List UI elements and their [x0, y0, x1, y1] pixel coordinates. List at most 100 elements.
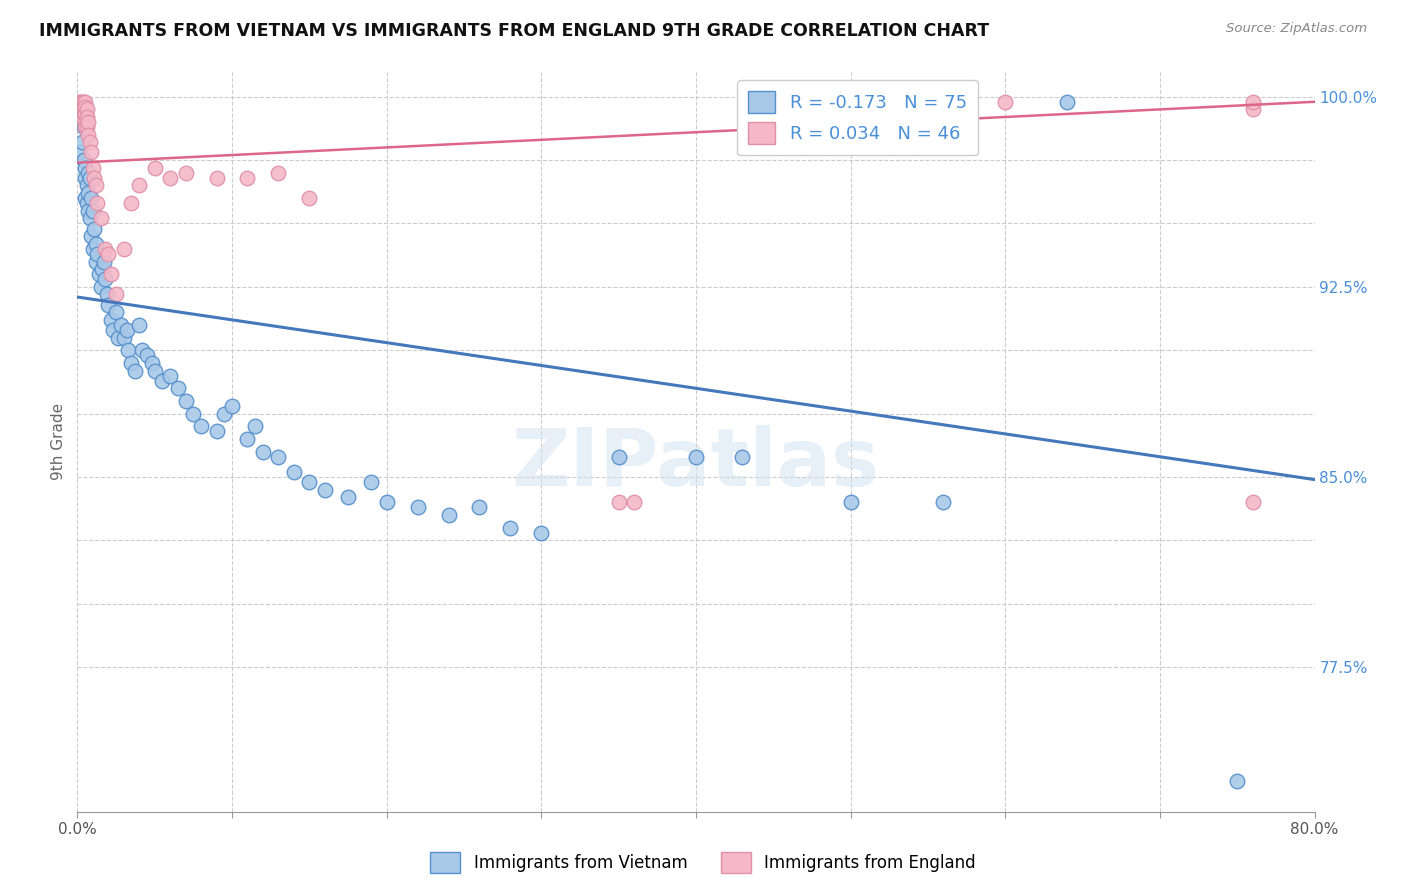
Point	[607, 495, 630, 509]
Point	[87, 267, 110, 281]
Point	[77, 128, 100, 142]
Point	[128, 318, 150, 332]
Point	[128, 178, 150, 193]
Point	[80, 191, 103, 205]
Point	[72, 120, 94, 135]
Legend: R = -0.173   N = 75, R = 0.034   N = 46: R = -0.173 N = 75, R = 0.034 N = 46	[737, 80, 977, 155]
Point	[236, 432, 259, 446]
Point	[607, 450, 630, 464]
Point	[236, 170, 259, 185]
Point	[82, 161, 104, 175]
Point	[143, 161, 166, 175]
Point	[70, 95, 93, 109]
Point	[100, 267, 122, 281]
Point	[75, 107, 96, 121]
Point	[84, 254, 107, 268]
Point	[252, 444, 274, 458]
Point	[75, 95, 96, 109]
Text: Source: ZipAtlas.com: Source: ZipAtlas.com	[1226, 22, 1367, 36]
Point	[932, 495, 955, 509]
Point	[298, 475, 321, 489]
Point	[360, 475, 382, 489]
Point	[75, 100, 96, 114]
Point	[101, 323, 124, 337]
Point	[298, 191, 321, 205]
Point	[105, 287, 127, 301]
Point	[93, 254, 115, 268]
Point	[90, 211, 111, 226]
Point	[76, 103, 98, 117]
Point	[314, 483, 336, 497]
Point	[94, 242, 117, 256]
Point	[1241, 495, 1264, 509]
Point	[96, 287, 118, 301]
Point	[79, 211, 101, 226]
Point	[115, 323, 138, 337]
Point	[183, 407, 205, 421]
Point	[205, 425, 228, 439]
Point	[79, 136, 101, 150]
Point	[1056, 95, 1078, 109]
Point	[76, 196, 98, 211]
Point	[75, 191, 96, 205]
Point	[69, 103, 91, 117]
Point	[468, 500, 491, 515]
Point	[190, 419, 212, 434]
Point	[77, 186, 100, 200]
Point	[1241, 103, 1264, 117]
Point	[75, 170, 96, 185]
Point	[105, 305, 127, 319]
Point	[141, 356, 163, 370]
Point	[84, 178, 107, 193]
Point	[152, 374, 174, 388]
Point	[86, 196, 108, 211]
Point	[91, 262, 114, 277]
Point	[72, 153, 94, 167]
Point	[97, 247, 120, 261]
Point	[69, 95, 91, 109]
Point	[77, 166, 100, 180]
Point	[124, 363, 146, 377]
Point	[76, 120, 98, 135]
Text: ZIPatlas: ZIPatlas	[512, 425, 880, 503]
Point	[117, 343, 139, 358]
Point	[994, 95, 1017, 109]
Point	[90, 280, 111, 294]
Point	[375, 495, 398, 509]
Point	[1241, 95, 1264, 109]
Point	[70, 136, 93, 150]
Point	[94, 272, 117, 286]
Point	[174, 166, 197, 180]
Legend: Immigrants from Vietnam, Immigrants from England: Immigrants from Vietnam, Immigrants from…	[423, 846, 983, 880]
Y-axis label: 9th Grade: 9th Grade	[51, 403, 66, 480]
Point	[97, 298, 120, 312]
Point	[245, 419, 267, 434]
Point	[731, 450, 754, 464]
Point	[214, 407, 236, 421]
Point	[267, 450, 290, 464]
Point	[685, 450, 707, 464]
Point	[75, 115, 96, 129]
Point	[70, 103, 93, 117]
Point	[267, 166, 290, 180]
Point	[69, 145, 91, 160]
Point	[337, 491, 360, 505]
Text: IMMIGRANTS FROM VIETNAM VS IMMIGRANTS FROM ENGLAND 9TH GRADE CORRELATION CHART: IMMIGRANTS FROM VIETNAM VS IMMIGRANTS FR…	[39, 22, 990, 40]
Point	[76, 110, 98, 124]
Point	[437, 508, 460, 522]
Point	[839, 495, 862, 509]
Point	[82, 203, 104, 218]
Point	[75, 161, 96, 175]
Point	[107, 330, 129, 344]
Point	[121, 356, 143, 370]
Point	[167, 381, 190, 395]
Point	[159, 170, 181, 185]
Point	[530, 525, 553, 540]
Point	[159, 368, 181, 383]
Point	[80, 145, 103, 160]
Point	[75, 120, 96, 135]
Point	[283, 465, 305, 479]
Point	[82, 242, 104, 256]
Point	[205, 170, 228, 185]
Point	[70, 110, 93, 124]
